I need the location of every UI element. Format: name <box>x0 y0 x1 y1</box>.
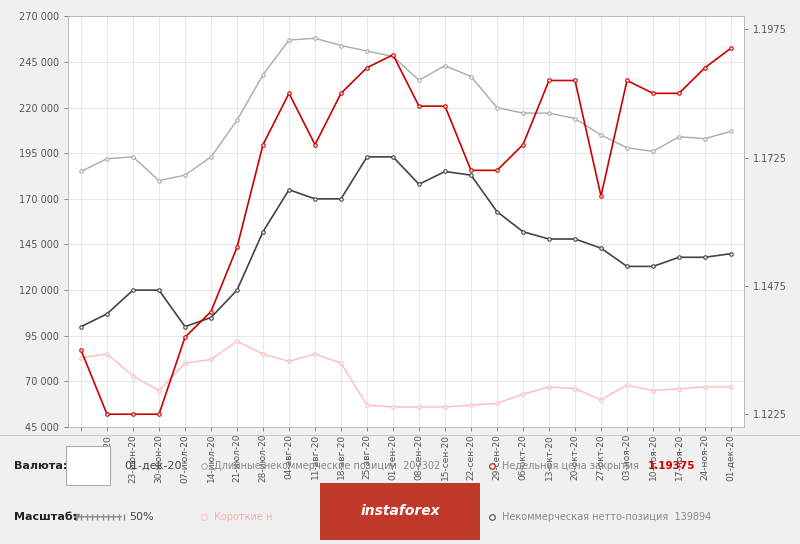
Text: 1.19375: 1.19375 <box>648 461 695 471</box>
Text: Масштаб:: Масштаб: <box>14 512 78 522</box>
Text: instaforex: instaforex <box>360 504 440 518</box>
Text: 01-дек-20: 01-дек-20 <box>124 461 182 471</box>
Text: Некоммерческая нетто-позиция  139894: Некоммерческая нетто-позиция 139894 <box>502 512 711 522</box>
FancyBboxPatch shape <box>66 446 110 485</box>
Text: Длинные некоммерческие позиции  207302: Длинные некоммерческие позиции 207302 <box>214 461 440 471</box>
FancyBboxPatch shape <box>320 483 480 540</box>
Text: Короткие н: Короткие н <box>214 512 272 522</box>
Text: EUR ∨: EUR ∨ <box>73 461 103 471</box>
Text: 50%: 50% <box>130 512 154 522</box>
Text: Недельная цена закрытия: Недельная цена закрытия <box>502 461 645 471</box>
Text: Валюта:: Валюта: <box>14 461 68 471</box>
